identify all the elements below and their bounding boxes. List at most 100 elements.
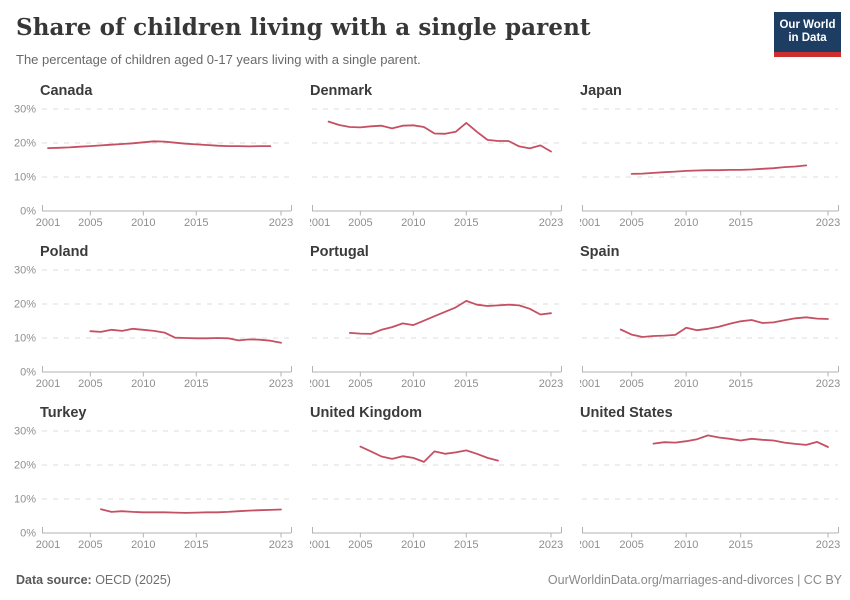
x-tick-label-2005: 2005 — [78, 217, 102, 229]
chart-footer: Data source: OECD (2025) OurWorldinData.… — [16, 573, 842, 587]
facet-japan: Japan 2001 2005 2010 2015 2023 — [580, 84, 842, 233]
facet-chart-canada[interactable]: 0% 10% 20% 30% 2001 2005 2010 2015 2023 — [8, 101, 295, 233]
facet-title-poland: Poland — [40, 244, 89, 260]
y-tick-label-10: 10% — [14, 333, 36, 345]
x-tick-label-2010: 2010 — [401, 378, 425, 390]
x-tick-label-2015: 2015 — [184, 378, 208, 390]
owid-logo-red-bar — [774, 52, 841, 57]
chart-subtitle: The percentage of children aged 0-17 yea… — [16, 51, 421, 67]
x-tick-label-2023: 2023 — [539, 539, 563, 551]
facet-chart-turkey[interactable]: 0% 10% 20% 30% 2001 2005 2010 2015 2023 — [8, 423, 295, 555]
x-tick-label-2015: 2015 — [454, 378, 478, 390]
data-line-denmark[interactable] — [327, 120, 552, 153]
x-tick-label-2005: 2005 — [619, 378, 643, 390]
y-tick-label-20: 20% — [14, 460, 36, 472]
x-tick-label-2010: 2010 — [131, 217, 155, 229]
x-tick-label-2001: 2001 — [310, 378, 330, 390]
x-tick-label-2015: 2015 — [454, 217, 478, 229]
data-line-portugal[interactable] — [348, 300, 552, 335]
owid-logo[interactable]: Our World in Data — [774, 12, 841, 57]
x-tick-label-2010: 2010 — [674, 217, 698, 229]
facet-portugal: Portugal 2001 2005 2010 2015 2023 — [310, 245, 565, 394]
data-line-turkey[interactable] — [100, 508, 282, 514]
data-line-united-kingdom[interactable] — [359, 445, 499, 463]
x-tick-label-2005: 2005 — [348, 378, 372, 390]
data-line-spain[interactable] — [619, 316, 829, 338]
data-line-japan[interactable] — [630, 164, 808, 175]
facet-denmark: Denmark 2001 2005 2010 2015 2023 — [310, 84, 565, 233]
x-tick-label-2023: 2023 — [816, 378, 840, 390]
facet-chart-united-kingdom[interactable]: 2001 2005 2010 2015 2023 — [310, 423, 565, 555]
facet-spain: Spain 2001 2005 2010 2015 2023 — [580, 245, 842, 394]
x-tick-label-2023: 2023 — [269, 217, 293, 229]
x-tick-label-2023: 2023 — [539, 378, 563, 390]
x-tick-label-2005: 2005 — [348, 539, 372, 551]
x-tick-label-2001: 2001 — [580, 539, 600, 551]
facet-united-states: United States 2001 2005 2010 2015 2023 — [580, 406, 842, 555]
x-tick-label-2001: 2001 — [36, 539, 60, 551]
x-tick-label-2010: 2010 — [674, 539, 698, 551]
y-tick-label-0: 0% — [20, 528, 36, 540]
x-tick-label-2005: 2005 — [78, 378, 102, 390]
facet-title-united-kingdom: United Kingdom — [310, 405, 422, 421]
data-line-poland[interactable] — [89, 327, 282, 344]
x-tick-label-2010: 2010 — [401, 539, 425, 551]
y-tick-label-10: 10% — [14, 494, 36, 506]
y-tick-label-0: 0% — [20, 367, 36, 379]
x-tick-label-2001: 2001 — [310, 539, 330, 551]
x-tick-label-2010: 2010 — [674, 378, 698, 390]
x-tick-label-2015: 2015 — [184, 539, 208, 551]
facet-chart-denmark[interactable]: 2001 2005 2010 2015 2023 — [310, 101, 565, 233]
x-tick-label-2015: 2015 — [184, 217, 208, 229]
y-tick-label-10: 10% — [14, 172, 36, 184]
data-source-label: Data source: — [16, 573, 92, 587]
x-tick-label-2010: 2010 — [401, 217, 425, 229]
x-tick-label-2023: 2023 — [269, 539, 293, 551]
x-tick-label-2023: 2023 — [539, 217, 563, 229]
x-tick-label-2015: 2015 — [454, 539, 478, 551]
facet-title-turkey: Turkey — [40, 405, 87, 421]
facet-chart-poland[interactable]: 0% 10% 20% 30% 2001 2005 2010 2015 2023 — [8, 262, 295, 394]
chart-title: Share of children living with a single p… — [16, 14, 591, 41]
data-source-value: OECD (2025) — [91, 573, 171, 587]
facet-title-japan: Japan — [580, 83, 622, 99]
y-tick-label-30: 30% — [14, 104, 36, 116]
facet-chart-portugal[interactable]: 2001 2005 2010 2015 2023 — [310, 262, 565, 394]
facet-turkey: Turkey 0% 10% 20% 30% 2001 2005 2010 2015 2023 — [8, 406, 295, 555]
x-tick-label-2001: 2001 — [36, 378, 60, 390]
x-tick-label-2005: 2005 — [619, 539, 643, 551]
data-line-canada[interactable] — [47, 140, 272, 149]
owid-logo-line2: in Data — [788, 32, 827, 44]
facet-chart-spain[interactable]: 2001 2005 2010 2015 2023 — [580, 262, 842, 394]
x-tick-label-2010: 2010 — [131, 539, 155, 551]
facet-canada: Canada 0% 10% 20% 30% 2001 2005 2010 2015 2023 — [8, 84, 295, 233]
credit-link[interactable]: OurWorldinData.org/marriages-and-divorce… — [547, 573, 842, 587]
x-tick-label-2001: 2001 — [580, 378, 600, 390]
x-tick-label-2023: 2023 — [816, 217, 840, 229]
facet-chart-united-states[interactable]: 2001 2005 2010 2015 2023 — [580, 423, 842, 555]
x-tick-label-2005: 2005 — [78, 539, 102, 551]
x-tick-label-2023: 2023 — [269, 378, 293, 390]
x-tick-label-2015: 2015 — [728, 539, 752, 551]
facet-poland: Poland 0% 10% 20% 30% 2001 2005 2010 2015 2023 — [8, 245, 295, 394]
charts-grid: Canada 0% 10% 20% 30% 2001 2005 2010 2015 2023 Den… — [8, 84, 842, 555]
y-tick-label-30: 30% — [14, 265, 36, 277]
x-tick-label-2023: 2023 — [816, 539, 840, 551]
y-tick-label-20: 20% — [14, 138, 36, 150]
facet-title-spain: Spain — [580, 244, 620, 260]
facet-title-denmark: Denmark — [310, 83, 373, 99]
owid-logo-line1: Our World — [779, 18, 836, 31]
data-line-united-states[interactable] — [652, 434, 829, 448]
y-tick-label-30: 30% — [14, 426, 36, 438]
facet-united-kingdom: United Kingdom 2001 2005 2010 2015 2023 — [310, 406, 565, 555]
facet-title-united-states: United States — [580, 405, 673, 421]
x-tick-label-2005: 2005 — [348, 217, 372, 229]
data-source: Data source: OECD (2025) — [16, 573, 171, 587]
y-tick-label-20: 20% — [14, 299, 36, 311]
x-tick-label-2005: 2005 — [619, 217, 643, 229]
x-tick-label-2001: 2001 — [36, 217, 60, 229]
facet-title-canada: Canada — [40, 83, 93, 99]
facet-chart-japan[interactable]: 2001 2005 2010 2015 2023 — [580, 101, 842, 233]
x-tick-label-2001: 2001 — [580, 217, 600, 229]
